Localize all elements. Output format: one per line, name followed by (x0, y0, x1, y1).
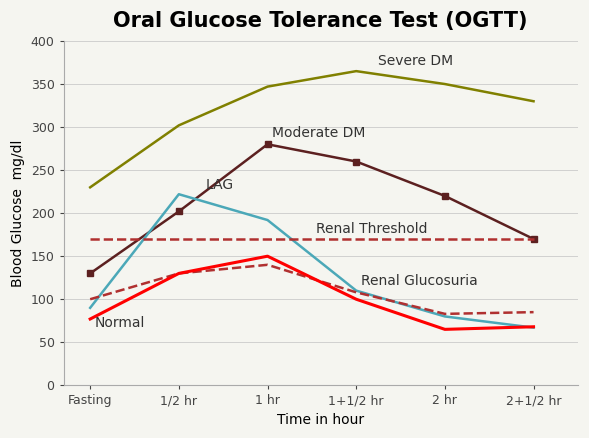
Title: Oral Glucose Tolerance Test (OGTT): Oral Glucose Tolerance Test (OGTT) (114, 11, 528, 31)
X-axis label: Time in hour: Time in hour (277, 413, 364, 427)
Text: Moderate DM: Moderate DM (272, 127, 365, 141)
Text: Renal Glucosuria: Renal Glucosuria (360, 274, 477, 288)
Y-axis label: Blood Glucose  mg/dl: Blood Glucose mg/dl (11, 139, 25, 287)
Text: Renal Threshold: Renal Threshold (316, 222, 428, 236)
Text: Normal: Normal (95, 316, 145, 330)
Text: LAG: LAG (206, 178, 234, 192)
Text: Severe DM: Severe DM (378, 54, 454, 68)
